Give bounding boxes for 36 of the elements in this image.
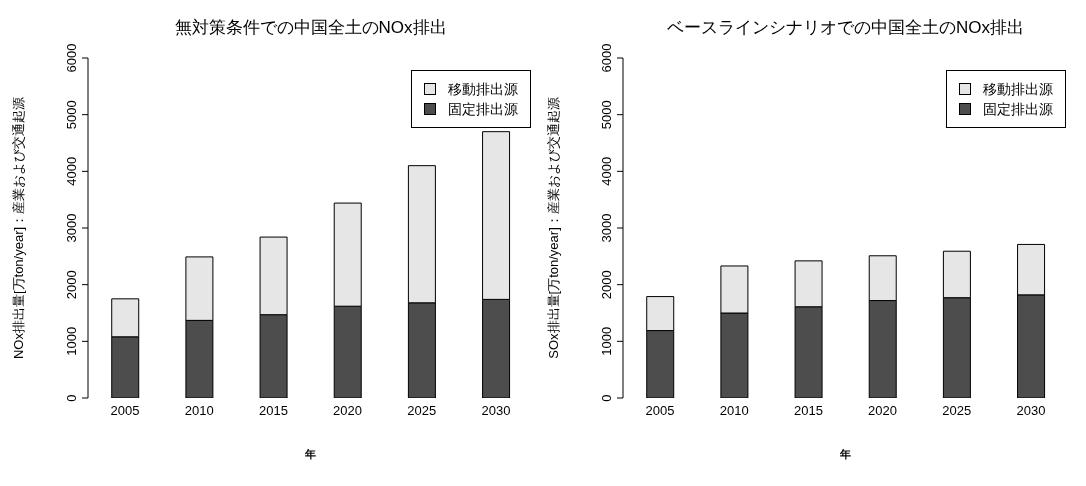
y-tick-label: 2000 (599, 270, 614, 300)
legend-label: 固定排出源 (982, 100, 1053, 119)
x-tick-label: 2015 (258, 403, 288, 419)
x-tick-label: 2020 (333, 403, 363, 419)
chart-title: ベースラインシナリオでの中国全土のNOx排出 (666, 17, 1025, 39)
y-tick-label: 1000 (64, 326, 79, 356)
y-axis-title: NOx排出量[万ton/year]：産業および交通起源 (10, 96, 26, 360)
y-tick-label: 6000 (64, 43, 79, 73)
legend-label: 移動排出源 (447, 80, 518, 99)
y-tick-label: 4000 (64, 156, 79, 186)
y-tick-label: 0 (599, 394, 614, 402)
x-tick-label: 2015 (793, 403, 823, 419)
x-tick-label: 2030 (1016, 403, 1046, 419)
x-tick-label: 2020 (868, 403, 898, 419)
x-tick-label: 2010 (719, 403, 749, 419)
y-tick-label: 1000 (599, 326, 614, 356)
x-tick-label: 2005 (110, 403, 140, 419)
legend-label: 移動排出源 (982, 80, 1053, 99)
y-tick-label: 0 (64, 394, 79, 402)
chart-title: 無対策条件での中国全土のNOx排出 (173, 17, 448, 39)
y-tick-label: 4000 (599, 156, 614, 186)
y-tick-label: 6000 (599, 43, 614, 73)
y-tick-label: 3000 (64, 213, 79, 243)
y-tick-label: 5000 (599, 100, 614, 130)
x-tick-label: 2010 (184, 403, 214, 419)
legend-label: 固定排出源 (447, 100, 518, 119)
x-axis-title: 年 (304, 448, 316, 460)
y-tick-label: 3000 (599, 213, 614, 243)
x-tick-label: 2025 (407, 403, 437, 419)
x-axis-title: 年 (839, 448, 851, 460)
y-tick-label: 2000 (64, 270, 79, 300)
y-tick-label: 5000 (64, 100, 79, 130)
y-axis-title: SOx排出量[万ton/year]：産業および交通起源 (545, 97, 561, 359)
x-tick-label: 2030 (481, 403, 511, 419)
x-tick-label: 2005 (645, 403, 675, 419)
x-tick-label: 2025 (942, 403, 972, 419)
